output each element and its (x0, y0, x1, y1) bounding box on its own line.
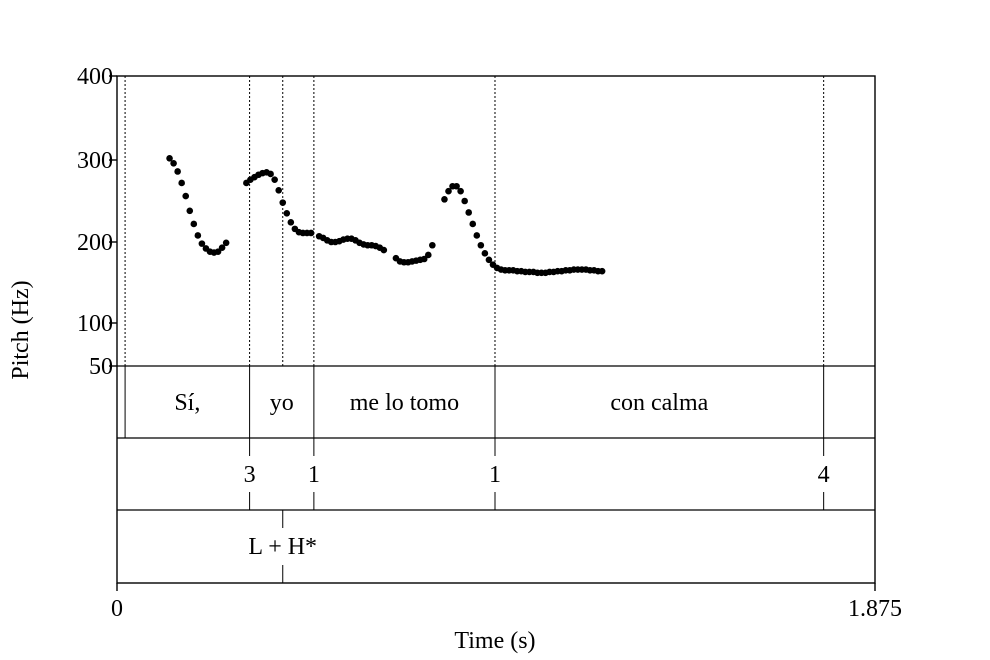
pitch-point (477, 241, 485, 249)
pitch-point (271, 176, 278, 183)
pitch-point (279, 199, 287, 206)
break-index-label: 3 (244, 462, 256, 488)
pitch-point (166, 155, 173, 162)
pitch-point (275, 187, 283, 194)
boundary-lines (124, 76, 825, 583)
pitch-point (445, 187, 452, 195)
break-index-label: 1 (489, 462, 501, 488)
pitch-point (267, 170, 274, 178)
pitch-point (198, 240, 206, 247)
pitch-point (182, 192, 190, 200)
x-axis-ticks: 0 1.875 (111, 583, 902, 622)
pitch-point (222, 239, 230, 247)
pitch-point (424, 251, 432, 259)
x-tick-label: 1.875 (848, 596, 902, 622)
pitch-point (283, 210, 291, 217)
plot-frame (116, 75, 876, 584)
word-label: me lo tomo (350, 390, 459, 416)
pitch-point (214, 248, 222, 256)
tier-labels: Sí, yo me lo tomo con calma 3 1 1 4 L + H* (174, 390, 829, 560)
word-label: yo (270, 390, 294, 416)
x-tick-label: 0 (111, 596, 123, 622)
y-tick-label: 100 (77, 311, 113, 337)
y-axis-label: Pitch (Hz) (8, 280, 34, 379)
pitch-point (485, 256, 493, 264)
pitch-point (307, 229, 315, 237)
pitch-point (473, 232, 481, 239)
pitch-point (441, 196, 448, 203)
y-tick-label: 50 (89, 354, 113, 380)
pitch-contour (166, 155, 606, 277)
pitch-point (170, 159, 177, 167)
pitch-point (287, 219, 295, 226)
pitch-point (465, 209, 473, 216)
y-tick-label: 300 (77, 148, 113, 174)
pitch-point (380, 246, 388, 254)
pitch-point (598, 267, 606, 275)
x-axis-label: Time (s) (454, 628, 535, 654)
pitch-point (178, 179, 185, 187)
pitch-point (429, 241, 436, 249)
y-axis-ticks: 400 300 200 100 50 (77, 64, 117, 380)
pitch-point (420, 255, 428, 263)
pitch-point (218, 244, 226, 251)
pitch-point (190, 220, 198, 228)
pitch-point (453, 182, 460, 190)
word-label: con calma (610, 390, 708, 416)
pitch-point (186, 207, 194, 215)
break-index-label: 4 (818, 462, 830, 488)
y-tick-label: 200 (77, 230, 113, 256)
pitch-point (461, 197, 468, 205)
pitch-point (457, 187, 464, 195)
pitch-point (481, 250, 489, 257)
pitch-point (469, 220, 477, 228)
break-index-label: 1 (308, 462, 320, 488)
pitch-point (174, 168, 181, 175)
pitch-point (194, 232, 202, 239)
word-label: Sí, (174, 390, 200, 416)
tone-label: L + H* (248, 534, 317, 560)
y-tick-label: 400 (77, 64, 113, 90)
